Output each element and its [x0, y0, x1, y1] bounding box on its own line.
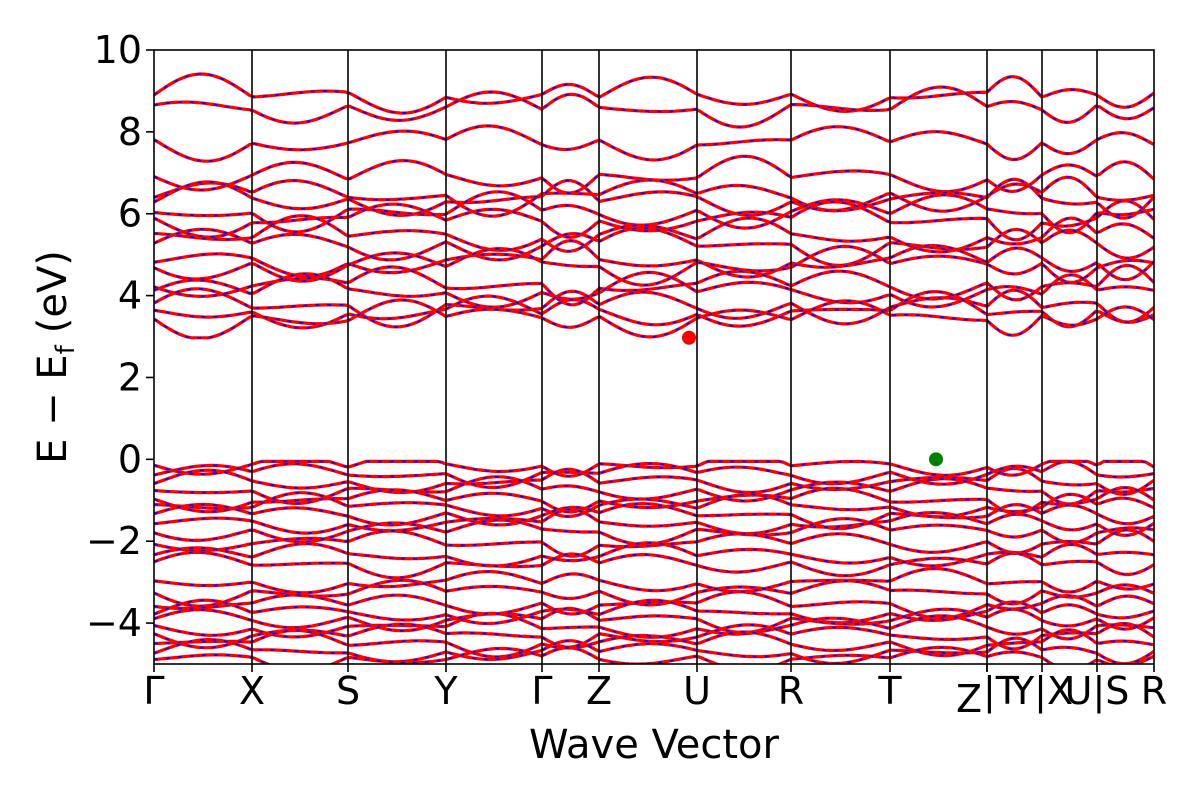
conduction-band-12-overlay: [154, 264, 1154, 306]
x-tick-label-1: X: [239, 669, 265, 713]
x-axis-label: Wave Vector: [529, 722, 780, 768]
conduction-band-2: [154, 124, 1154, 163]
y-axis-label: E − Ef (eV): [30, 250, 81, 464]
valence-band-15-overlay: [154, 599, 1154, 625]
cbm-marker: [682, 330, 696, 345]
valence-band-11: [154, 550, 1154, 580]
vbm-marker: [929, 452, 943, 467]
y-tick-label-5: 6: [118, 192, 142, 236]
x-tick-label-6: U: [683, 669, 711, 713]
y-axis-label-unit: (eV): [30, 250, 76, 333]
conduction-band-0: [154, 72, 1154, 115]
x-tick-label-11: Y|X: [1010, 669, 1073, 714]
y-tick-label-2: 0: [118, 437, 142, 481]
x-tick-label-2: S: [336, 669, 360, 713]
extrema-markers: [682, 330, 943, 467]
conduction-band-0-overlay: [154, 73, 1154, 114]
x-tick-label-0: Γ: [143, 669, 164, 713]
plot-frame: [153, 49, 1155, 665]
y-tick-label-3: 2: [118, 355, 142, 399]
y-axis-label-subscript: f: [51, 344, 81, 354]
y-axis-label-main: E − E: [30, 354, 76, 464]
y-tick-label-1: −2: [86, 519, 142, 563]
valence-band-7-overlay: [154, 508, 1154, 537]
valence-band-12: [154, 567, 1154, 595]
x-tick-label-7: R: [778, 669, 804, 713]
x-tick-label-8: T: [877, 669, 902, 713]
valence-band-4-overlay: [154, 486, 1154, 515]
x-axis-ticks: Γ X S Y Γ Z U R T Z |TY|XU|S R: [143, 664, 1167, 721]
y-tick-label-7: 10: [94, 28, 142, 72]
x-tick-label-10: |T: [983, 669, 1020, 714]
valence-band-0-overlay: [154, 460, 1154, 477]
x-tick-label-12: U|S: [1065, 669, 1130, 714]
bands-layer: [154, 72, 1154, 664]
valence-band-20-overlay: [154, 637, 1154, 664]
y-axis-label-group: E − Ef (eV): [30, 250, 81, 464]
conduction-band-15-overlay: [154, 290, 1154, 329]
y-tick-label-4: 4: [118, 274, 142, 318]
valence-band-18-overlay: [154, 622, 1154, 650]
conduction-band-14: [154, 287, 1154, 329]
x-tick-label-4: Γ: [531, 669, 552, 713]
valence-band-7: [154, 507, 1154, 538]
conduction-band-5-overlay: [154, 178, 1154, 220]
conduction-band-9: [154, 226, 1154, 267]
valence-band-10-overlay: [154, 541, 1154, 567]
x-tick-label-9: Z: [956, 677, 982, 721]
x-tick-label-13: R: [1141, 669, 1167, 713]
valence-band-9-overlay: [154, 529, 1154, 558]
y-axis-ticks: −4 −2 0 2 4 6 8 10: [86, 28, 154, 645]
x-tick-label-5: Z: [586, 669, 612, 713]
kpoint-lines: [251, 50, 1098, 664]
conduction-band-16-overlay: [154, 299, 1154, 339]
valence-band-2-overlay: [154, 467, 1154, 496]
valence-band-1-overlay: [154, 460, 1154, 489]
valence-band-12-overlay: [154, 567, 1154, 594]
y-tick-label-0: −4: [86, 601, 142, 645]
y-tick-label-6: 8: [118, 110, 142, 154]
x-tick-label-3: Y: [433, 669, 458, 713]
